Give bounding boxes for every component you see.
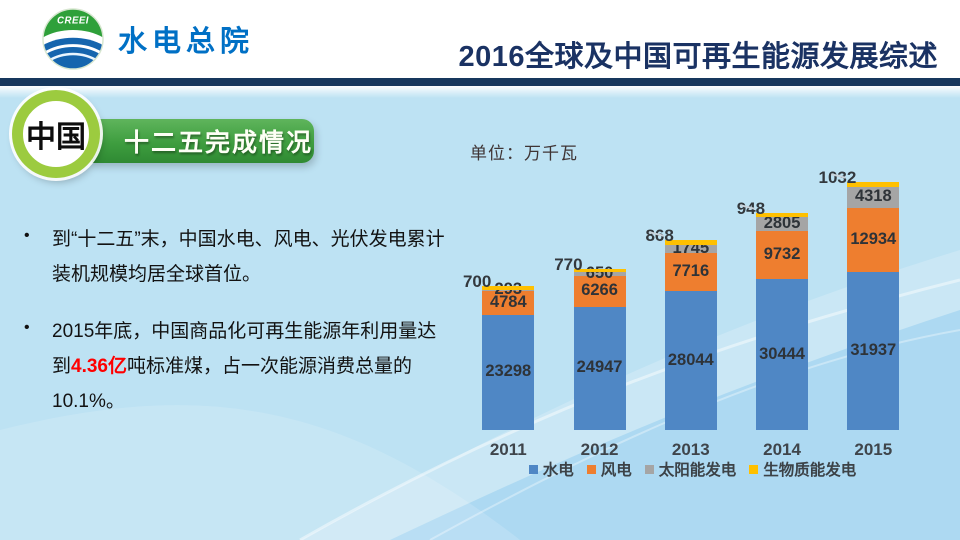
bar-segment: [573, 268, 626, 273]
badge-ribbon: 十二五完成情况: [92, 119, 314, 163]
bar-segment: [573, 272, 626, 276]
bullet-text-prefix: 2015年底，中国商品化可再生能源年利用量达到: [52, 321, 437, 377]
bar-segment: [482, 286, 535, 290]
legend-swatch: [586, 464, 596, 474]
badge-ribbon-label: 十二五完成情况: [124, 129, 314, 157]
bar-segment: [847, 186, 900, 209]
x-axis-label: 2013: [671, 440, 710, 459]
bar-value-label: 24947: [576, 358, 623, 377]
bar-segment: [664, 253, 717, 292]
bar-segment: [573, 275, 626, 307]
bar-top-label: 770: [554, 254, 583, 274]
bullet-text: 到“十二五”末，中国水电、风电、光伏发电累计装机规模均居全球首位。: [52, 229, 445, 285]
legend-label: 太阳能发电: [658, 462, 737, 479]
bullet-text: 2015年底，中国商品化可再生能源年利用量达到4.36亿吨标准煤，占一次能源消费…: [52, 314, 452, 419]
x-axis-label: 2015: [854, 440, 893, 459]
x-axis-label: 2014: [763, 440, 801, 459]
bar-segment: [482, 291, 535, 315]
bar-top-label: 1032: [818, 167, 857, 187]
logo-text: CREEI: [57, 16, 89, 27]
highlight-text: 4.36亿: [71, 356, 127, 377]
logo: CREEI 水电总院: [42, 8, 254, 70]
bar-value-label: 7716: [672, 262, 710, 281]
header-gloss-strip: [0, 86, 960, 98]
legend-item: 太阳能发电: [644, 458, 737, 480]
bar-value-label: 30444: [759, 344, 805, 363]
bar-value-label: 6266: [581, 281, 618, 300]
badge-circle: 中国: [12, 90, 100, 178]
header-divider-bar: [0, 78, 960, 86]
bar-segment: [482, 289, 535, 292]
bullet-marker: •: [24, 319, 30, 336]
legend-swatch: [749, 464, 759, 474]
bar-segment: [756, 231, 809, 280]
bar-value-label: 650: [585, 264, 614, 283]
bar-segment: [482, 314, 535, 430]
bullet-list: • 到“十二五”末，中国水电、风电、光伏发电累计装机规模均居全球首位。 • 20…: [24, 222, 456, 419]
bar-segment: [664, 244, 717, 254]
bar-segment: [664, 240, 717, 245]
chart-legend: 水电 风电 太阳能发电 生物质能发电: [455, 458, 930, 480]
header: [0, 0, 960, 78]
bullet-text-suffix: 吨标准煤，占一次能源消费总量的10.1%。: [52, 356, 413, 412]
legend-swatch: [528, 464, 538, 474]
legend-item: 风电: [586, 458, 632, 480]
bar-value-label: 2805: [763, 214, 801, 233]
bar-value-label: 4318: [854, 187, 892, 206]
bar-value-label: 23298: [485, 362, 532, 381]
x-axis-label: 2012: [580, 440, 619, 459]
bar-segment: [847, 181, 900, 187]
wave-shape: [0, 405, 520, 540]
org-name: 水电总院: [118, 26, 255, 58]
creei-logo-icon: CREEI: [42, 8, 104, 70]
legend-label: 生物质能发电: [763, 462, 857, 479]
bullet-marker: •: [24, 227, 30, 244]
unit-label: 单位：万千瓦: [470, 144, 578, 163]
bar-segment: [573, 306, 626, 430]
x-axis-label: 2011: [489, 440, 527, 459]
bar-value-label: 9732: [763, 245, 801, 264]
badge-circle-label: 中国: [26, 121, 86, 154]
bar-value-label: 28044: [667, 350, 714, 369]
bar-value-label: 31937: [850, 341, 897, 360]
legend-item: 水电: [528, 458, 574, 480]
legend-label: 水电: [542, 462, 574, 479]
bullet-item: • 到“十二五”末，中国水电、风电、光伏发电累计装机规模均居全球首位。: [24, 222, 456, 292]
legend-item: 生物质能发电: [749, 458, 856, 480]
bar-top-label: 700: [462, 272, 492, 292]
bar-segment: [756, 279, 809, 430]
bullet-item: • 2015年底，中国商品化可再生能源年利用量达到4.36亿吨标准煤，占一次能源…: [24, 314, 456, 419]
legend-label: 风电: [600, 462, 632, 479]
legend-swatch: [644, 464, 654, 474]
page-title: 2016全球及中国可再生能源发展综述: [458, 41, 938, 73]
bar-value-label: 12934: [850, 230, 897, 249]
bar-segment: [756, 217, 809, 232]
bar-top-label: 868: [645, 226, 673, 246]
bar-segment: [664, 291, 717, 430]
bar-segment: [847, 208, 900, 273]
bar-segment: [847, 272, 900, 430]
bar-value-label: 4784: [489, 292, 527, 311]
bar-segment: [756, 212, 809, 218]
